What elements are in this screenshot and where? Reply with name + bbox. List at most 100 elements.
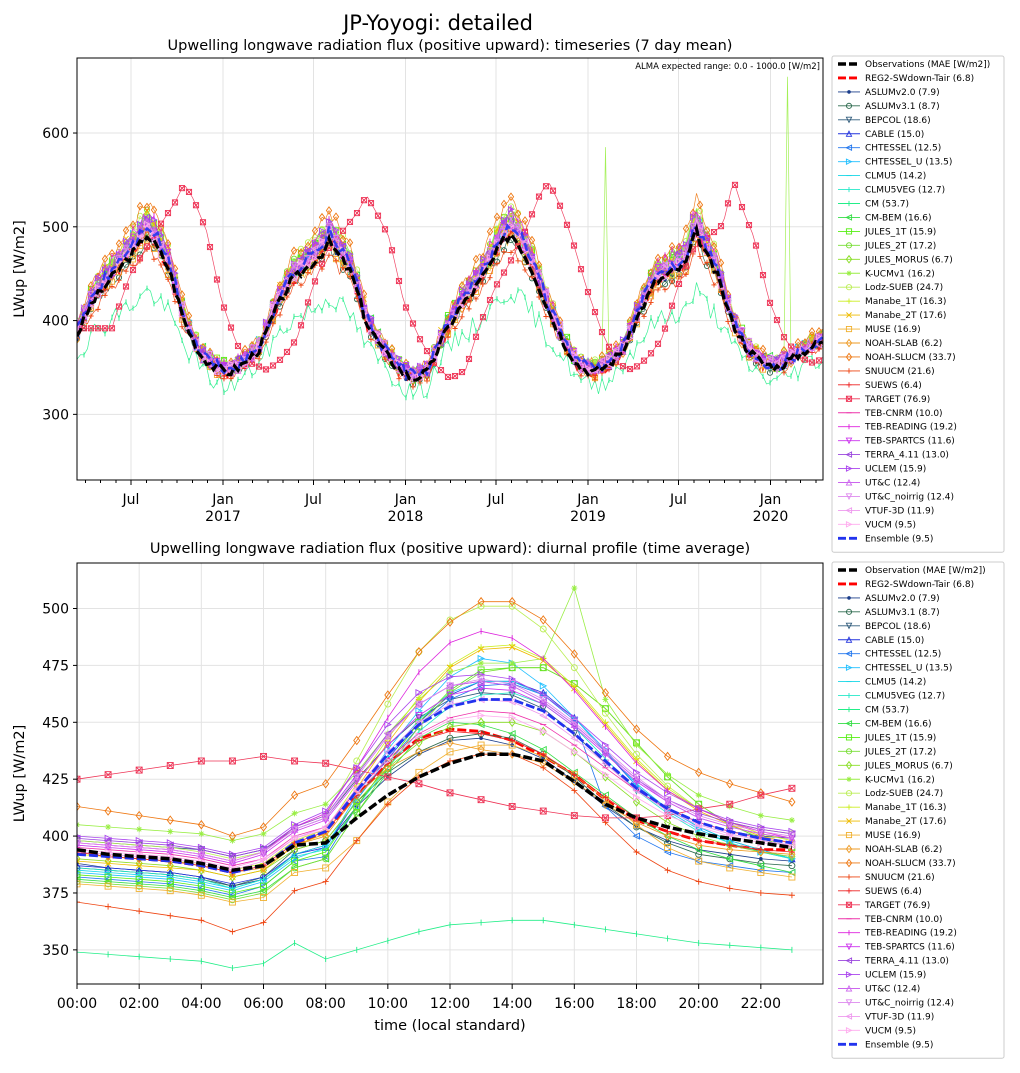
series-marker <box>690 217 696 223</box>
series-marker <box>104 873 112 881</box>
series-marker <box>570 348 578 356</box>
series-marker <box>787 868 796 877</box>
timeseries-legend-entry: Ensemble (9.5) <box>838 534 933 544</box>
diurnal-legend-entry: CM-BEM (16.6) <box>838 719 932 729</box>
series-marker <box>415 780 423 788</box>
series-marker <box>198 830 205 837</box>
series-marker <box>122 283 130 290</box>
series-marker <box>255 363 263 370</box>
timeseries-legend-entry: BEPCOL (18.6) <box>838 116 931 126</box>
series-marker <box>508 729 516 738</box>
series-marker <box>447 728 453 735</box>
diurnal-legend-label: UCLEM (15.9) <box>865 971 926 981</box>
series-line <box>77 692 792 889</box>
series-line <box>77 205 823 375</box>
series-marker <box>683 271 689 278</box>
timeseries-legend-label: UT&C (12.4) <box>865 479 920 489</box>
series-marker <box>540 764 547 771</box>
series-marker <box>135 844 143 852</box>
series-marker <box>123 268 129 274</box>
series-marker <box>664 771 671 778</box>
series-marker <box>682 263 690 270</box>
series-marker <box>446 691 454 699</box>
diurnal-legend-label: SUEWS (6.4) <box>865 887 922 897</box>
diurnal-frame <box>76 562 824 985</box>
series-marker <box>556 202 564 209</box>
series-marker <box>509 660 516 667</box>
x-tick-label: 10:00 <box>368 996 408 1012</box>
series-marker <box>197 882 205 890</box>
series-line <box>77 699 792 871</box>
series-marker <box>382 356 388 362</box>
series-marker <box>305 269 311 276</box>
diurnal-legend-marker <box>845 720 853 727</box>
series-marker <box>374 212 382 219</box>
series-marker <box>731 181 739 188</box>
diurnal-legend-marker <box>845 844 853 854</box>
series-marker <box>115 303 123 310</box>
series-marker <box>508 681 516 690</box>
diurnal-legend-entry: UT&C (12.4) <box>838 985 920 995</box>
timeseries-legend-entry: TEB-CNRM (10.0) <box>838 409 943 419</box>
diurnal-legend-box <box>831 561 1005 1059</box>
series-marker <box>647 350 655 357</box>
series-marker <box>724 297 732 305</box>
series-marker <box>353 735 361 746</box>
series-marker <box>77 875 81 884</box>
series-marker <box>129 266 137 274</box>
series-marker <box>570 748 579 756</box>
series-marker <box>781 370 787 376</box>
series-marker <box>269 362 277 369</box>
series-marker <box>384 763 392 773</box>
series-marker <box>291 869 299 876</box>
timeseries-legend-label: UCLEM (15.9) <box>865 465 926 475</box>
series-marker <box>766 369 774 376</box>
series-marker <box>479 736 483 741</box>
diurnal-legend-entry: JULES_MORUS (6.7) <box>838 760 953 771</box>
series-marker <box>136 908 143 915</box>
timeseries-frame <box>76 57 824 481</box>
series-marker <box>311 226 319 236</box>
series-marker <box>136 255 144 262</box>
series-marker <box>197 891 205 899</box>
series-marker <box>384 741 392 750</box>
series-line <box>77 744 792 903</box>
diurnal-legend-label: CM-BEM (16.6) <box>865 719 932 729</box>
series-marker <box>473 296 479 302</box>
timeseries-legend-marker <box>846 368 852 374</box>
diurnal-legend-entry: TEB-READING (19.2) <box>838 929 957 939</box>
series-marker <box>318 212 326 222</box>
timeseries-legend-marker <box>845 102 853 109</box>
diurnal-legend-label: TERRA_4.11 (13.0) <box>864 957 949 967</box>
series-line <box>77 919 792 969</box>
series-marker <box>571 787 578 794</box>
series-marker <box>486 254 494 261</box>
x-tick-sublabel: 2018 <box>388 509 424 525</box>
series-marker <box>459 314 465 320</box>
series-marker <box>682 224 690 234</box>
series-marker <box>539 615 547 625</box>
series-line <box>77 586 792 842</box>
series-marker <box>528 260 536 268</box>
diurnal-legend-marker <box>846 804 852 810</box>
series-marker <box>787 347 795 355</box>
timeseries-legend-label: NOAH-SLAB (6.2) <box>865 339 942 349</box>
series-marker <box>77 775 81 783</box>
series-marker <box>773 316 781 324</box>
series-marker <box>166 846 174 854</box>
timeseries-legend-label: Observations (MAE [W/m2]) <box>865 60 990 70</box>
timeseries-legend-marker <box>845 158 853 165</box>
timeseries-legend-label: K-UCMv1 (16.2) <box>865 269 935 279</box>
timeseries-legend-entry: Observations (MAE [W/m2]) <box>838 60 990 70</box>
series-marker <box>632 832 640 840</box>
series-marker <box>472 333 480 340</box>
series-marker <box>528 235 536 245</box>
timeseries-legend-label: TEB-READING (19.2) <box>864 423 957 433</box>
series-marker <box>197 853 206 861</box>
series-marker <box>745 337 753 345</box>
series-marker <box>415 694 422 701</box>
diurnal-legend-label: NOAH-SLAB (6.2) <box>865 845 942 855</box>
series-marker <box>479 255 487 263</box>
series-marker <box>77 848 81 856</box>
series-marker <box>539 625 547 633</box>
